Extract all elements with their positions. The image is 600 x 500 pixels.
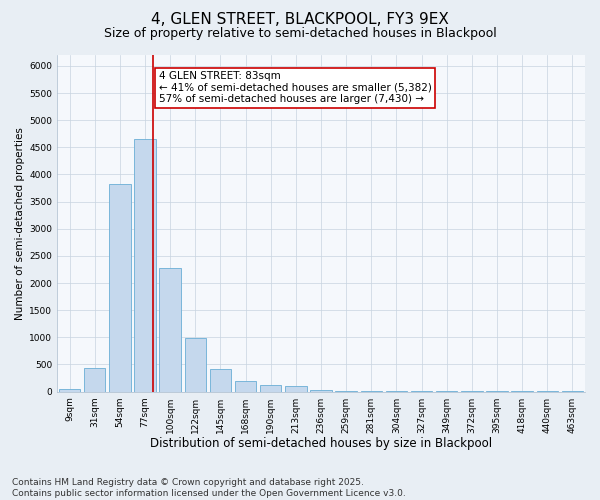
Text: 4, GLEN STREET, BLACKPOOL, FY3 9EX: 4, GLEN STREET, BLACKPOOL, FY3 9EX — [151, 12, 449, 28]
X-axis label: Distribution of semi-detached houses by size in Blackpool: Distribution of semi-detached houses by … — [150, 437, 492, 450]
Bar — [84, 368, 106, 392]
Bar — [361, 391, 382, 392]
Text: Contains HM Land Registry data © Crown copyright and database right 2025.
Contai: Contains HM Land Registry data © Crown c… — [12, 478, 406, 498]
Bar — [160, 268, 181, 392]
Bar — [109, 184, 131, 392]
Bar — [134, 139, 156, 392]
Bar — [210, 370, 231, 392]
Bar — [335, 390, 357, 392]
Bar — [185, 338, 206, 392]
Text: 4 GLEN STREET: 83sqm
← 41% of semi-detached houses are smaller (5,382)
57% of se: 4 GLEN STREET: 83sqm ← 41% of semi-detac… — [159, 72, 432, 104]
Bar — [59, 389, 80, 392]
Text: Size of property relative to semi-detached houses in Blackpool: Size of property relative to semi-detach… — [104, 28, 496, 40]
Bar — [235, 380, 256, 392]
Bar — [285, 386, 307, 392]
Y-axis label: Number of semi-detached properties: Number of semi-detached properties — [15, 127, 25, 320]
Bar — [310, 390, 332, 392]
Bar — [260, 385, 281, 392]
